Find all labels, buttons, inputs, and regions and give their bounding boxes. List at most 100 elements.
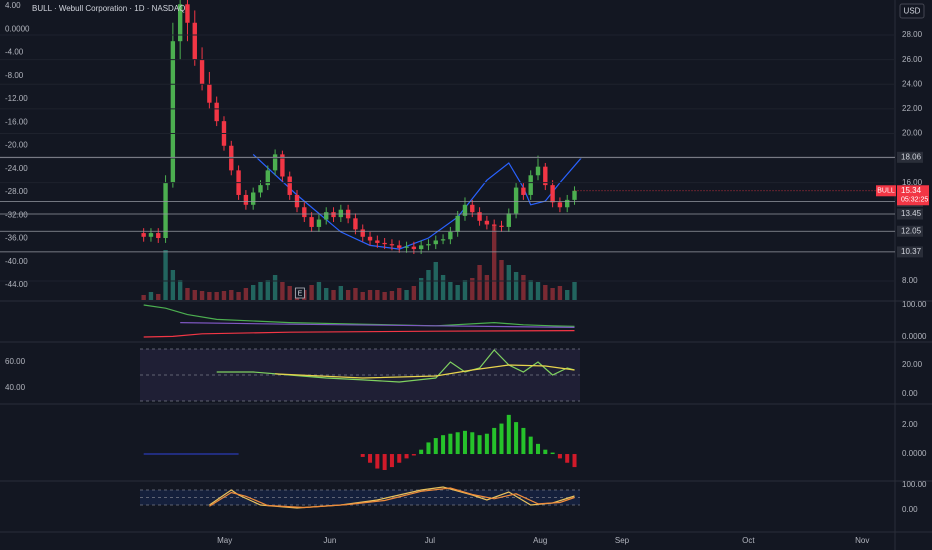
volume-bar xyxy=(477,265,482,300)
candle-body xyxy=(535,166,541,176)
y2-tick-label: 4.00 xyxy=(5,1,21,10)
y-tick-label: 28.00 xyxy=(902,30,923,39)
candle-body xyxy=(513,187,519,214)
histogram-bar xyxy=(572,454,577,468)
candle-body xyxy=(543,166,548,186)
candle-body xyxy=(499,225,504,227)
candle-body xyxy=(353,218,358,230)
series-line xyxy=(180,322,575,328)
volume-bar xyxy=(448,282,453,300)
volume-bar xyxy=(280,282,285,300)
histogram-bar xyxy=(419,449,424,455)
histogram-bar xyxy=(382,454,387,470)
volume-bar xyxy=(316,282,322,300)
candle-body xyxy=(411,246,417,250)
candle-body xyxy=(440,239,446,241)
y-tick-label: 0.00 xyxy=(902,505,918,514)
volume-bar xyxy=(565,290,570,300)
volume-bar xyxy=(207,292,212,300)
y-tick-label: 20.00 xyxy=(902,360,923,369)
candle-body xyxy=(199,59,205,85)
volume-bar xyxy=(309,285,314,300)
candle-body xyxy=(280,154,285,177)
candle-body xyxy=(389,244,395,246)
histogram-bar xyxy=(543,449,548,455)
histogram-bar xyxy=(477,435,482,455)
y-tick-label: 16.00 xyxy=(902,178,923,187)
x-tick-label: Jul xyxy=(425,536,435,545)
volume-bar xyxy=(557,286,563,300)
candle-body xyxy=(324,212,329,220)
last-name: BULL xyxy=(877,188,895,195)
last-price: 15.34 xyxy=(901,186,922,195)
series-line xyxy=(275,364,575,379)
series-line xyxy=(209,487,575,509)
series-line xyxy=(143,304,575,327)
y2-tick-label: -4.00 xyxy=(5,48,24,57)
earnings-label: E xyxy=(298,290,303,297)
candle-body xyxy=(557,202,563,208)
currency: USD xyxy=(904,7,921,16)
countdown: 05:32:25 xyxy=(901,197,928,204)
y-tick-label: 22.00 xyxy=(902,104,923,113)
volume-bar xyxy=(331,290,336,300)
volume-bar xyxy=(360,292,365,300)
y-tick-label: 24.00 xyxy=(902,79,923,88)
y2-tick-label: -28.00 xyxy=(5,187,28,196)
last-price-tag xyxy=(897,185,929,206)
level-label: 18.06 xyxy=(901,152,922,161)
level-label: 13.45 xyxy=(901,209,922,218)
candle-body xyxy=(316,219,322,227)
volume-bar xyxy=(199,291,205,300)
volume-bar xyxy=(440,275,446,300)
x-tick-label: Jun xyxy=(323,536,336,545)
histogram-bar xyxy=(448,433,453,455)
volume-bar xyxy=(418,278,424,300)
candle-body xyxy=(141,233,146,237)
candle-body xyxy=(462,204,468,216)
candle-body xyxy=(448,231,453,240)
volume-bar xyxy=(236,292,241,300)
candle-body xyxy=(207,84,212,103)
histogram-bar xyxy=(565,454,570,463)
volume-bar xyxy=(265,280,270,300)
volume-bar xyxy=(404,290,409,300)
volume-bar xyxy=(177,280,183,300)
level-label: 12.05 xyxy=(901,226,922,235)
candle-body xyxy=(367,236,373,241)
y-tick-label: 100.00 xyxy=(902,300,927,309)
volume-bar xyxy=(389,291,395,300)
y-tick-label: 8.00 xyxy=(902,276,918,285)
volume-bar xyxy=(375,290,380,300)
histogram-bar xyxy=(462,430,467,455)
volume-bar xyxy=(272,275,278,300)
candle-body xyxy=(418,245,424,250)
volume-bar xyxy=(397,288,402,300)
histogram-bar xyxy=(528,436,533,455)
candle-body xyxy=(470,204,475,213)
histogram-bar xyxy=(492,427,497,455)
volume-bar xyxy=(550,288,555,300)
candle-body xyxy=(360,229,365,237)
y2-tick-label: -8.00 xyxy=(5,71,24,80)
volume-bar xyxy=(214,292,219,300)
candle-body xyxy=(214,102,219,122)
histogram-bar xyxy=(506,414,511,455)
candle-body xyxy=(163,182,168,239)
volume-bar xyxy=(572,282,577,300)
candle-body xyxy=(192,22,197,60)
candle-body xyxy=(426,244,431,246)
candle-body xyxy=(272,154,278,171)
y2-tick-label: -40.00 xyxy=(5,257,28,266)
volume-bar xyxy=(148,292,154,300)
candle-body xyxy=(455,215,460,232)
volume-bar xyxy=(192,290,197,300)
candle-body xyxy=(521,187,526,195)
histogram-bar xyxy=(404,454,409,459)
candle-body xyxy=(170,41,176,183)
candle-body xyxy=(309,217,314,227)
currency-box[interactable] xyxy=(899,3,925,19)
candle-body xyxy=(302,207,307,218)
candle-body xyxy=(565,199,570,208)
